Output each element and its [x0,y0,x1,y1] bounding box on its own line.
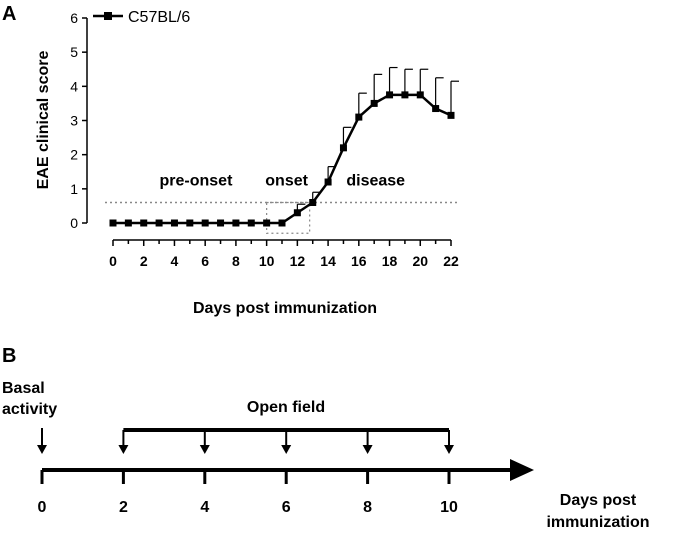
legend-marker [104,12,112,20]
open-field-arrow-head [444,445,454,454]
x-tick-label: 18 [382,253,398,269]
data-point [263,219,271,227]
data-point [186,219,194,227]
timeline-marks: 0 2 4 6 8 10 [37,428,458,516]
x-tick-label: 4 [171,253,179,269]
open-field-label: Open field [247,399,325,416]
region-label: pre-onset [160,172,234,189]
open-field-arrow-head [118,445,129,454]
x-tick-label: 14 [320,253,336,269]
data-point [217,219,225,227]
data-point [309,199,317,206]
chart-decorations [105,201,459,234]
x-axis-ticks: 0 2 4 6 8 10 12 14 16 18 20 22 [109,240,459,269]
y-tick-label: 2 [70,147,78,163]
y-tick-label: 6 [70,10,78,26]
x-tick-label: 2 [140,253,148,269]
data-point [278,219,286,227]
y-axis-label: EAE clinical score [35,51,52,190]
timeline-axis-label-line1: Days post [560,492,637,509]
legend: C57BL/6 [93,9,190,26]
series-layer [109,66,459,227]
region-label: disease [346,172,405,189]
series-line [113,93,452,225]
panel-label-a: A [2,3,16,25]
data-point [247,219,255,227]
y-tick-label: 3 [70,113,78,129]
data-point [170,219,178,227]
region-label: onset [265,172,308,189]
region-labels: pre-onset onset disease [160,172,406,189]
x-tick-label: 6 [201,253,209,269]
data-point [140,219,148,227]
timeline-tick-label: 6 [282,499,291,516]
x-tick-label: 0 [109,253,117,269]
data-point [339,144,347,152]
data-point [124,219,132,227]
data-point [447,111,455,119]
data-point [201,219,209,227]
timeline-tick-label: 2 [119,499,128,516]
timeline-axis-label-line2: immunization [546,514,649,531]
open-field-arrow-head [362,445,373,454]
x-tick-label: 12 [290,253,306,269]
timeline-tick-label: 8 [363,499,372,516]
data-point [370,99,378,107]
data-point [293,209,301,217]
data-point [416,91,424,99]
basal-activity-label-line1: Basal [2,380,45,397]
open-field-arrow-head [199,445,210,454]
x-tick-label: 22 [443,253,459,269]
basal-arrow-head [37,445,47,454]
x-axis-label: Days post immunization [193,300,377,317]
panel-label-b: B [2,345,16,367]
chart-axes [86,18,451,241]
y-tick-label: 1 [70,181,78,197]
x-tick-label: 10 [259,253,275,269]
y-tick-label: 5 [70,44,78,60]
open-field-arrow-head [281,445,292,454]
data-point [324,178,332,186]
x-tick-label: 16 [351,253,367,269]
data-point [401,91,409,99]
timeline-arrowhead [510,459,534,481]
onset-box [266,201,311,234]
data-point [355,113,363,121]
x-tick-label: 20 [412,253,428,269]
data-point [109,219,117,227]
y-axis-ticks: 0 1 2 3 4 5 6 [70,10,87,231]
timeline-tick-label: 0 [38,499,47,516]
y-tick-label: 0 [70,215,78,231]
x-tick-label: 8 [232,253,240,269]
basal-activity-label-line2: activity [2,401,57,418]
data-point [232,219,240,227]
timeline-tick-label: 4 [200,499,209,516]
data-point [432,105,440,113]
data-point [386,91,394,99]
timeline-tick-label: 10 [440,499,458,516]
data-point [155,219,163,227]
y-tick-label: 4 [70,78,78,94]
legend-entry-c57bl6: C57BL/6 [128,9,190,26]
timeline-diagram: Basal activity Open field Days post immu… [2,380,650,531]
